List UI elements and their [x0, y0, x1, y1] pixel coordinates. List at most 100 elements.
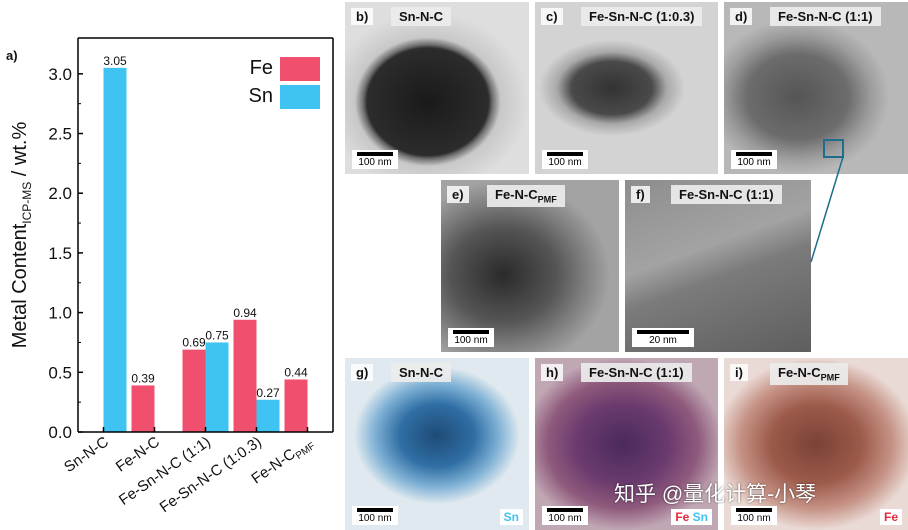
scale-bar: 100 nm	[542, 506, 588, 525]
y-tick-label-6: 3.0	[48, 65, 72, 84]
panel-h-fe-sn-n-c-map: h) Fe-Sn-N-C (1:1) 100 nm Fe Sn	[535, 358, 718, 530]
bar-sn-2	[205, 342, 229, 432]
scale-bar-line	[637, 330, 689, 334]
legend-swatch-fe	[280, 57, 320, 81]
scale-bar-label: 100 nm	[454, 335, 488, 346]
scale-bar: 100 nm	[352, 506, 398, 525]
panel-title: Fe-Sn-N-C (1:0.3)	[581, 7, 703, 26]
panel-f-fe-sn-n-c-1-1-zoom: f) Fe-Sn-N-C (1:1) 20 nm	[625, 180, 811, 352]
scale-bar: 100 nm	[731, 150, 777, 169]
micrograph-image	[724, 358, 908, 530]
bar-fe-3	[233, 319, 257, 432]
panel-label: g)	[351, 364, 374, 381]
panel-i-fe-n-c-pmf-map: i) Fe-N-CPMF 100 nm Fe	[724, 358, 908, 530]
panel-c-fe-sn-n-c-1-0-3: c) Fe-Sn-N-C (1:0.3) 100 nm	[535, 2, 718, 174]
panel-title: Fe-N-CPMF	[770, 363, 848, 385]
panel-title: Fe-N-CPMF	[487, 185, 565, 207]
data-label-fe-4: 0.44	[284, 365, 308, 379]
scale-bar: 100 nm	[352, 150, 398, 169]
panel-title-text: Fe-Sn-N-C (1:1)	[589, 365, 684, 380]
scale-bar: 100 nm	[542, 150, 588, 169]
scale-bar-label: 100 nm	[737, 157, 771, 168]
y-tick-label-4: 2.0	[48, 184, 72, 203]
element-label-sn: Sn	[503, 510, 519, 524]
micrograph-image	[724, 2, 908, 174]
panel-title: Fe-Sn-N-C (1:1)	[581, 363, 692, 382]
scale-bar-label: 100 nm	[548, 157, 582, 168]
panel-label: c)	[541, 8, 563, 25]
y-axis-label: Metal ContentICP-MS / wt.%	[9, 122, 34, 349]
data-label-fe-3: 0.94	[233, 306, 257, 320]
scale-bar: 20 nm	[632, 328, 694, 347]
zoom-box	[823, 139, 844, 158]
bar-sn-3	[256, 399, 280, 432]
element-map-legend: Sn	[499, 509, 523, 525]
y-tick-label-0: 0.0	[48, 423, 72, 442]
scale-bar: 100 nm	[731, 506, 777, 525]
bar-sn-0	[103, 67, 127, 433]
y-tick-label-1: 0.5	[48, 363, 72, 382]
watermark: 知乎 @量化计算-小琴	[614, 483, 817, 506]
y-axis-label-main: Metal Content	[9, 223, 31, 348]
y-axis-label-subscript: ICP-MS	[20, 182, 34, 224]
y-tick-label-2: 1.0	[48, 304, 72, 323]
scale-bar-label: 100 nm	[358, 513, 392, 524]
bar-fe-2	[182, 349, 206, 432]
bar-fe-1	[131, 385, 155, 432]
panel-title: Fe-Sn-N-C (1:1)	[770, 7, 881, 26]
micrograph-image	[345, 2, 529, 174]
panel-title: Fe-Sn-N-C (1:1)	[671, 185, 782, 204]
data-label-fe-1: 0.39	[131, 371, 155, 385]
panel-title-subscript: PMF	[820, 372, 840, 383]
scale-bar-line	[547, 152, 583, 156]
legend-swatch-sn	[280, 85, 320, 109]
micrograph-image	[535, 2, 718, 174]
y-axis-label-unit: / wt.%	[9, 122, 31, 182]
scale-bar-label: 20 nm	[649, 335, 677, 346]
data-label-sn-2: 0.75	[205, 328, 229, 342]
scale-bar-line	[453, 330, 489, 334]
micrograph-image	[441, 180, 619, 352]
panel-label: b)	[351, 8, 374, 25]
panel-e-fe-n-c-pmf: e) Fe-N-CPMF 100 nm	[441, 180, 619, 352]
panel-title-text: Fe-Sn-N-C (1:1)	[778, 9, 873, 24]
micrograph-image	[625, 180, 811, 352]
metal-content-bar-chart: a) 0.39 0.69 0.94 0.44 3.05 0.75 0.27 0.0 0.5 1.0 1…	[6, 37, 334, 516]
legend-label-fe: Fe	[250, 57, 273, 79]
element-label-fe: Fe	[883, 510, 898, 524]
scale-bar-line	[547, 508, 583, 512]
scale-bar-label: 100 nm	[548, 513, 582, 524]
panel-title: Sn-N-C	[391, 7, 452, 26]
panel-g-sn-n-c-map: g) Sn-N-C 100 nm Sn	[345, 358, 529, 530]
panel-title-text: Fe-N-C	[495, 187, 538, 202]
data-label-sn-0: 3.05	[103, 54, 127, 68]
element-map-legend: Fe	[879, 509, 902, 525]
panel-title-text: Fe-Sn-N-C (1:0.3)	[589, 9, 695, 24]
element-label-sn: Sn	[689, 510, 708, 524]
scale-bar-label: 100 nm	[737, 513, 771, 524]
data-label-fe-2: 0.69	[182, 336, 206, 350]
panel-label: e)	[447, 186, 469, 203]
y-tick-label-5: 2.5	[48, 125, 72, 144]
panel-title-text: Fe-N-C	[778, 365, 821, 380]
scale-bar-line	[357, 508, 393, 512]
panel-label: i)	[730, 364, 748, 381]
scale-bar-line	[736, 508, 772, 512]
element-map-legend: Fe Sn	[671, 509, 712, 525]
panel-title: Sn-N-C	[391, 363, 452, 382]
panel-title-subscript: PMF	[537, 194, 557, 205]
data-label-sn-3: 0.27	[256, 386, 280, 400]
micrograph-image	[535, 358, 718, 530]
scale-bar-line	[357, 152, 393, 156]
y-tick-label-3: 1.5	[48, 244, 72, 263]
panel-b-sn-n-c: b) Sn-N-C 100 nm	[345, 2, 529, 174]
panel-d-fe-sn-n-c-1-1: d) Fe-Sn-N-C (1:1) 100 nm	[724, 2, 908, 174]
chart-panel-label: a)	[6, 48, 18, 63]
legend-label-sn: Sn	[249, 85, 273, 107]
panel-title-text: Fe-Sn-N-C (1:1)	[679, 187, 774, 202]
micrograph-image	[345, 358, 529, 530]
panel-title-text: Sn-N-C	[399, 365, 444, 380]
bar-fe-4	[284, 379, 308, 432]
zoom-line	[810, 156, 844, 263]
